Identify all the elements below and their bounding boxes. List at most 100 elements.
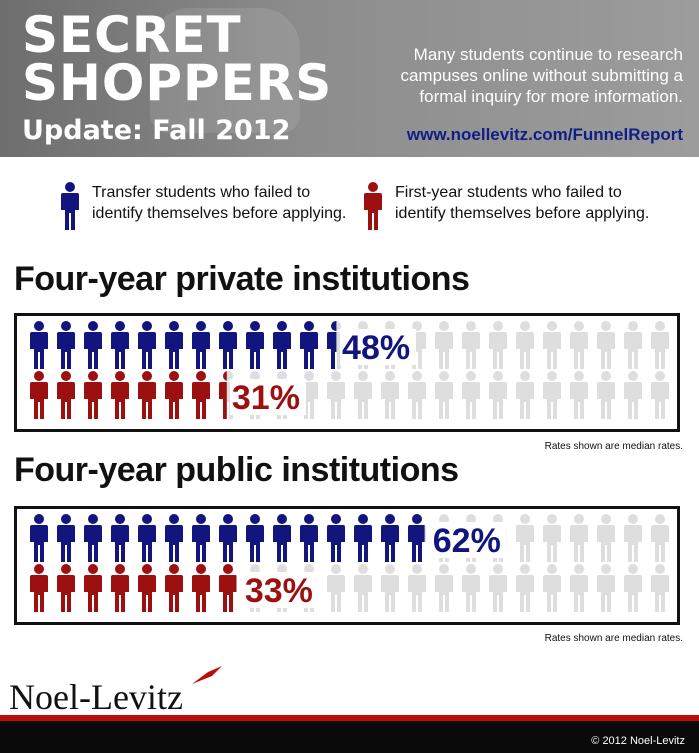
person-icon (516, 371, 534, 419)
person-icon (30, 321, 48, 369)
percent-label-background (229, 379, 306, 415)
person-icon (651, 514, 669, 562)
person-icon (597, 321, 615, 369)
chart-panel-private: 48% 31% (14, 313, 680, 432)
report-url[interactable]: www.noellevitz.com/FunnelReport (406, 125, 683, 144)
legend-item-transfer: Transfer students who failed to identify… (60, 182, 352, 232)
person-icon (30, 564, 48, 612)
person-icon (165, 321, 183, 369)
pictogram-chart-private: 48% 31% (30, 321, 669, 419)
section-title-private: Four-year private institutions (14, 260, 470, 298)
person-icon (435, 564, 453, 612)
person-icon (651, 321, 669, 369)
person-icon (57, 564, 75, 612)
percent-label-first-year: 31% (232, 379, 300, 417)
footer-bar (0, 721, 699, 753)
person-icon (273, 514, 291, 562)
person-icon-transfer (61, 182, 79, 230)
legend-label-first-year: First-year students who failed to identi… (395, 184, 650, 222)
person-icon (462, 371, 480, 419)
person-icon (543, 564, 561, 612)
person-icon (57, 321, 75, 369)
person-icon (516, 564, 534, 612)
person-icon (30, 514, 48, 562)
percent-label-first-year: 33% (245, 572, 313, 610)
person-icon (543, 514, 561, 562)
person-icon (30, 371, 48, 419)
person-icon (516, 321, 534, 369)
person-icon (111, 564, 129, 612)
median-note-public: Rates shown are median rates. (544, 633, 683, 644)
icon-row-transfer (30, 514, 669, 562)
icon-row-first-year (30, 564, 669, 612)
subtitle: Update: Fall 2012 (22, 115, 291, 146)
person-icon (408, 564, 426, 612)
person-icon (192, 514, 210, 562)
percent-label-transfer: 48% (342, 329, 410, 367)
person-icon (192, 371, 210, 419)
logo-swoosh-icon (192, 666, 222, 684)
person-icon (354, 564, 372, 612)
person-icon (381, 514, 399, 562)
percent-label-transfer: 62% (433, 522, 501, 560)
chart-panel-public: 62% 33% (14, 506, 680, 625)
person-icon (435, 371, 453, 419)
title-line-1: Secret (22, 6, 242, 64)
person-icon (462, 321, 480, 369)
person-icon (570, 514, 588, 562)
person-icon (408, 514, 426, 562)
noel-levitz-logo: Noel-Levitz (9, 677, 183, 717)
person-icon (381, 564, 399, 612)
person-icon (354, 371, 372, 419)
person-icon (624, 371, 642, 419)
person-icon (543, 371, 561, 419)
person-icon (300, 321, 318, 369)
person-icon (192, 564, 210, 612)
person-icon (273, 321, 291, 369)
person-icon (597, 371, 615, 419)
person-icon (57, 514, 75, 562)
person-icon (111, 371, 129, 419)
person-icon (408, 371, 426, 419)
person-icon (354, 514, 372, 562)
person-icon (300, 514, 318, 562)
person-icon (327, 371, 345, 419)
title-line-2: Shoppers (22, 54, 333, 112)
median-note-private: Rates shown are median rates. (544, 441, 683, 452)
footer-red-stripe (0, 715, 699, 723)
person-icon (435, 321, 453, 369)
person-icon (597, 564, 615, 612)
legend-item-first-year: First-year students who failed to identi… (363, 182, 655, 232)
person-icon (381, 371, 399, 419)
background-hat-image (150, 8, 300, 133)
percent-label-background (430, 522, 507, 558)
person-icon (219, 564, 237, 612)
person-icon (570, 321, 588, 369)
person-icon (246, 514, 264, 562)
person-icon (489, 321, 507, 369)
person-icon (84, 371, 102, 419)
pictogram-chart-public: 62% 33% (30, 514, 669, 612)
person-icon (138, 564, 156, 612)
person-icon (489, 564, 507, 612)
person-icon (624, 514, 642, 562)
person-icon (570, 371, 588, 419)
person-icon (219, 514, 237, 562)
person-icon (165, 371, 183, 419)
person-icon (597, 514, 615, 562)
section-title-public: Four-year public institutions (14, 451, 459, 489)
person-icon (489, 371, 507, 419)
person-icon (219, 321, 237, 369)
person-icon (327, 564, 345, 612)
intro-text: Many students continue to research campu… (400, 45, 683, 106)
percent-label-background (242, 572, 319, 608)
person-icon (84, 514, 102, 562)
percent-label-background (340, 329, 417, 365)
person-icon (462, 564, 480, 612)
person-icon (84, 564, 102, 612)
person-icon (111, 514, 129, 562)
person-icon (138, 514, 156, 562)
person-icon (516, 514, 534, 562)
person-icon (651, 564, 669, 612)
icon-row-first-year (30, 371, 669, 419)
